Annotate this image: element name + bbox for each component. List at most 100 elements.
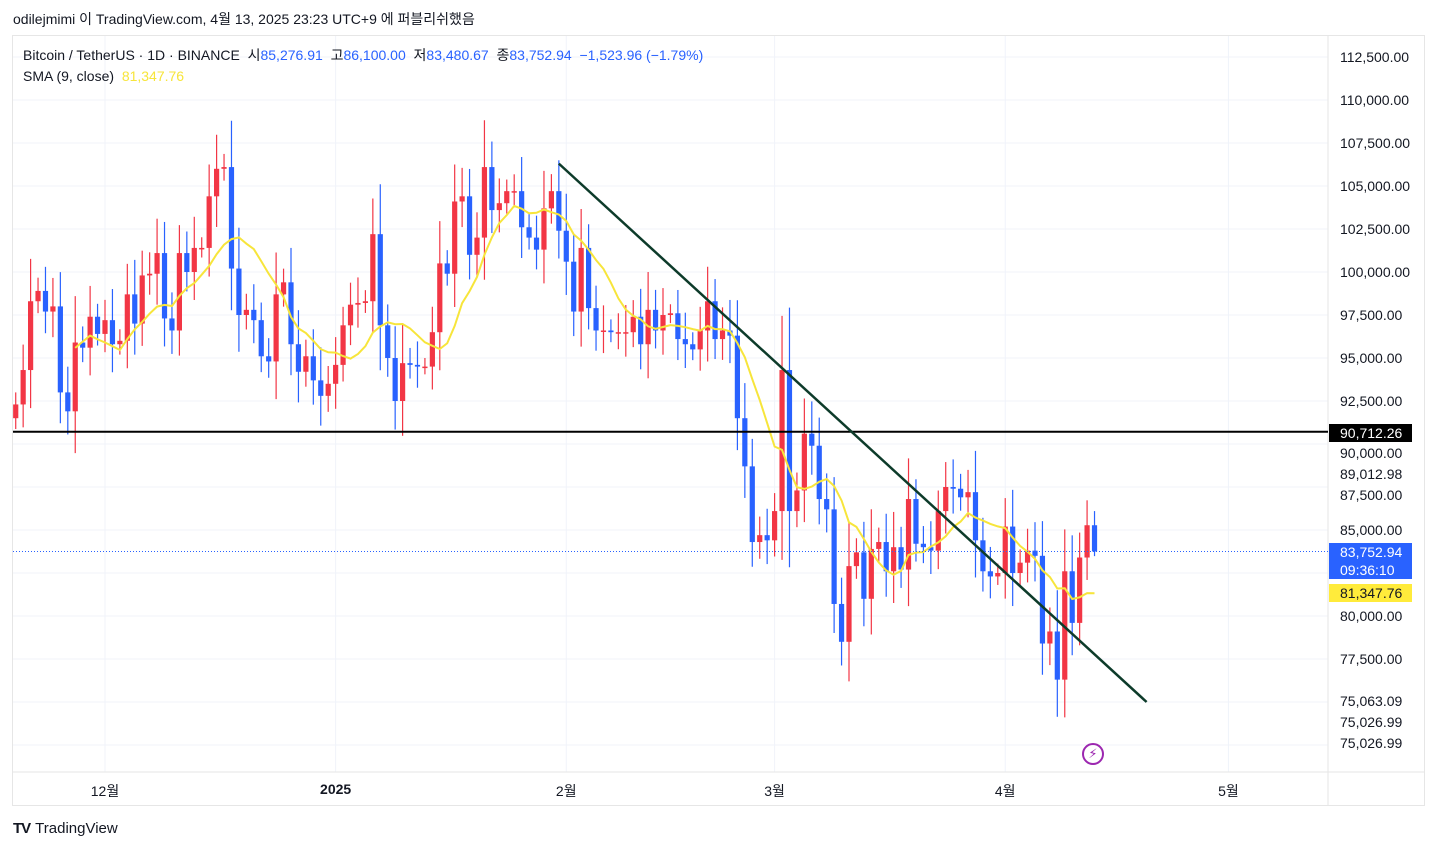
sma-label[interactable]: SMA (9, close) [23,68,115,84]
price-axis-label: 92,500.00 [1340,393,1403,409]
price-axis-label: 100,000.00 [1340,264,1411,280]
brand-name: TradingView [35,820,118,837]
candle-body [206,196,212,248]
candle-body [779,370,785,512]
candle-body [660,315,666,331]
candle-body [876,542,882,549]
candle-body [913,499,919,544]
candle-body [392,358,398,401]
price-axis-label: 89,012.98 [1340,466,1403,482]
candle-body [400,363,406,401]
candle-body [541,208,547,250]
candle-body [853,552,860,567]
candle-body [652,309,659,331]
candle-body [80,342,86,348]
candle-body [132,294,138,324]
candle-body [600,330,607,332]
candle-body [139,275,145,324]
price-axis-label: 102,500.00 [1340,221,1411,237]
candle-body [496,203,502,211]
candle-body [214,168,220,197]
candle-body [65,392,71,412]
price-axis-label: 110,000.00 [1340,92,1410,108]
candle-body [638,316,644,345]
candle-body [280,282,287,295]
close-value: 83,752.94 [509,47,572,63]
candle-body [176,253,182,331]
candle-body [987,571,993,577]
trendline [557,162,1148,703]
ohlc-row: Bitcoin / TetherUS · 1D · BINANCE 시85,27… [23,45,703,66]
candle-body [801,433,807,491]
candle-body [526,227,532,238]
candle-body [742,418,748,467]
time-axis-label: 12월 [90,783,120,799]
lightning-icon[interactable]: ⚡ [1082,743,1104,765]
candle-body [950,487,956,489]
candle-body [548,191,554,209]
footer: TV TradingView [13,820,118,837]
candle-body [749,466,755,543]
candle-body [623,332,629,334]
candle-body [310,356,316,381]
time-axis-label: 4월 [994,783,1016,799]
candle-body [109,320,116,345]
price-axis-label: 75,026.99 [1340,734,1403,751]
candle-body [295,344,302,372]
candle-body [191,247,197,272]
candle-body [318,380,324,396]
candle-body [325,383,331,396]
candle-body [905,499,912,570]
candle-body [511,191,517,193]
candle-body [340,325,346,365]
sma-row: SMA (9, close) 81,347.76 [23,66,703,87]
candle-body [958,488,964,498]
candle-body [199,247,205,250]
tradingview-logo-icon: TV [13,820,31,837]
low-label: 저 [413,47,427,63]
candle-body [571,261,577,312]
candle-body [586,247,592,309]
candle-body [838,603,845,642]
candle-body [1032,550,1038,556]
candle-body [824,499,830,510]
candle-body [481,167,488,238]
candle-body [347,304,354,326]
open-label: 시 [247,47,261,63]
open-value: 85,276.91 [260,47,323,63]
candle-body [1024,550,1031,563]
candle-body [444,263,450,274]
candle-body [1077,557,1083,623]
candle-body [303,356,309,372]
candle-body [94,316,101,334]
candle-body [898,547,904,570]
publish-info: odilejmimi 이 TradingView.com, 4월 13, 202… [13,11,475,27]
close-label: 종 [496,47,510,63]
change-value: −1,523.96 (−1.79%) [579,47,704,63]
candle-body [764,535,770,541]
candle-body [452,201,458,274]
hline-price-badge: 90,712.26 [1329,424,1412,442]
candle-body [935,511,941,551]
candle-body [615,332,621,334]
candle-body [1017,562,1023,573]
candle-body [995,573,1001,577]
candle-body [920,543,926,548]
candle-body [243,309,249,315]
candle-body [556,191,562,231]
time-axis-label: 2025 [320,781,352,797]
low-value: 83,480.67 [426,47,489,63]
candle-body [928,547,934,551]
symbol-name[interactable]: Bitcoin / TetherUS · 1D · BINANCE [23,47,240,63]
candle-body [712,301,718,340]
chart-legend: Bitcoin / TetherUS · 1D · BINANCE 시85,27… [23,45,703,87]
candle-body [466,196,473,255]
price-axis-label: 75,063.09 [1340,692,1403,709]
candle-body [593,308,599,331]
last-price-badge: 83,752.94 09:36:10 [1329,543,1412,579]
candle-body [169,318,175,331]
candle-body [980,540,986,572]
time-axis-label: 2월 [555,783,577,799]
candle-body [533,237,540,250]
